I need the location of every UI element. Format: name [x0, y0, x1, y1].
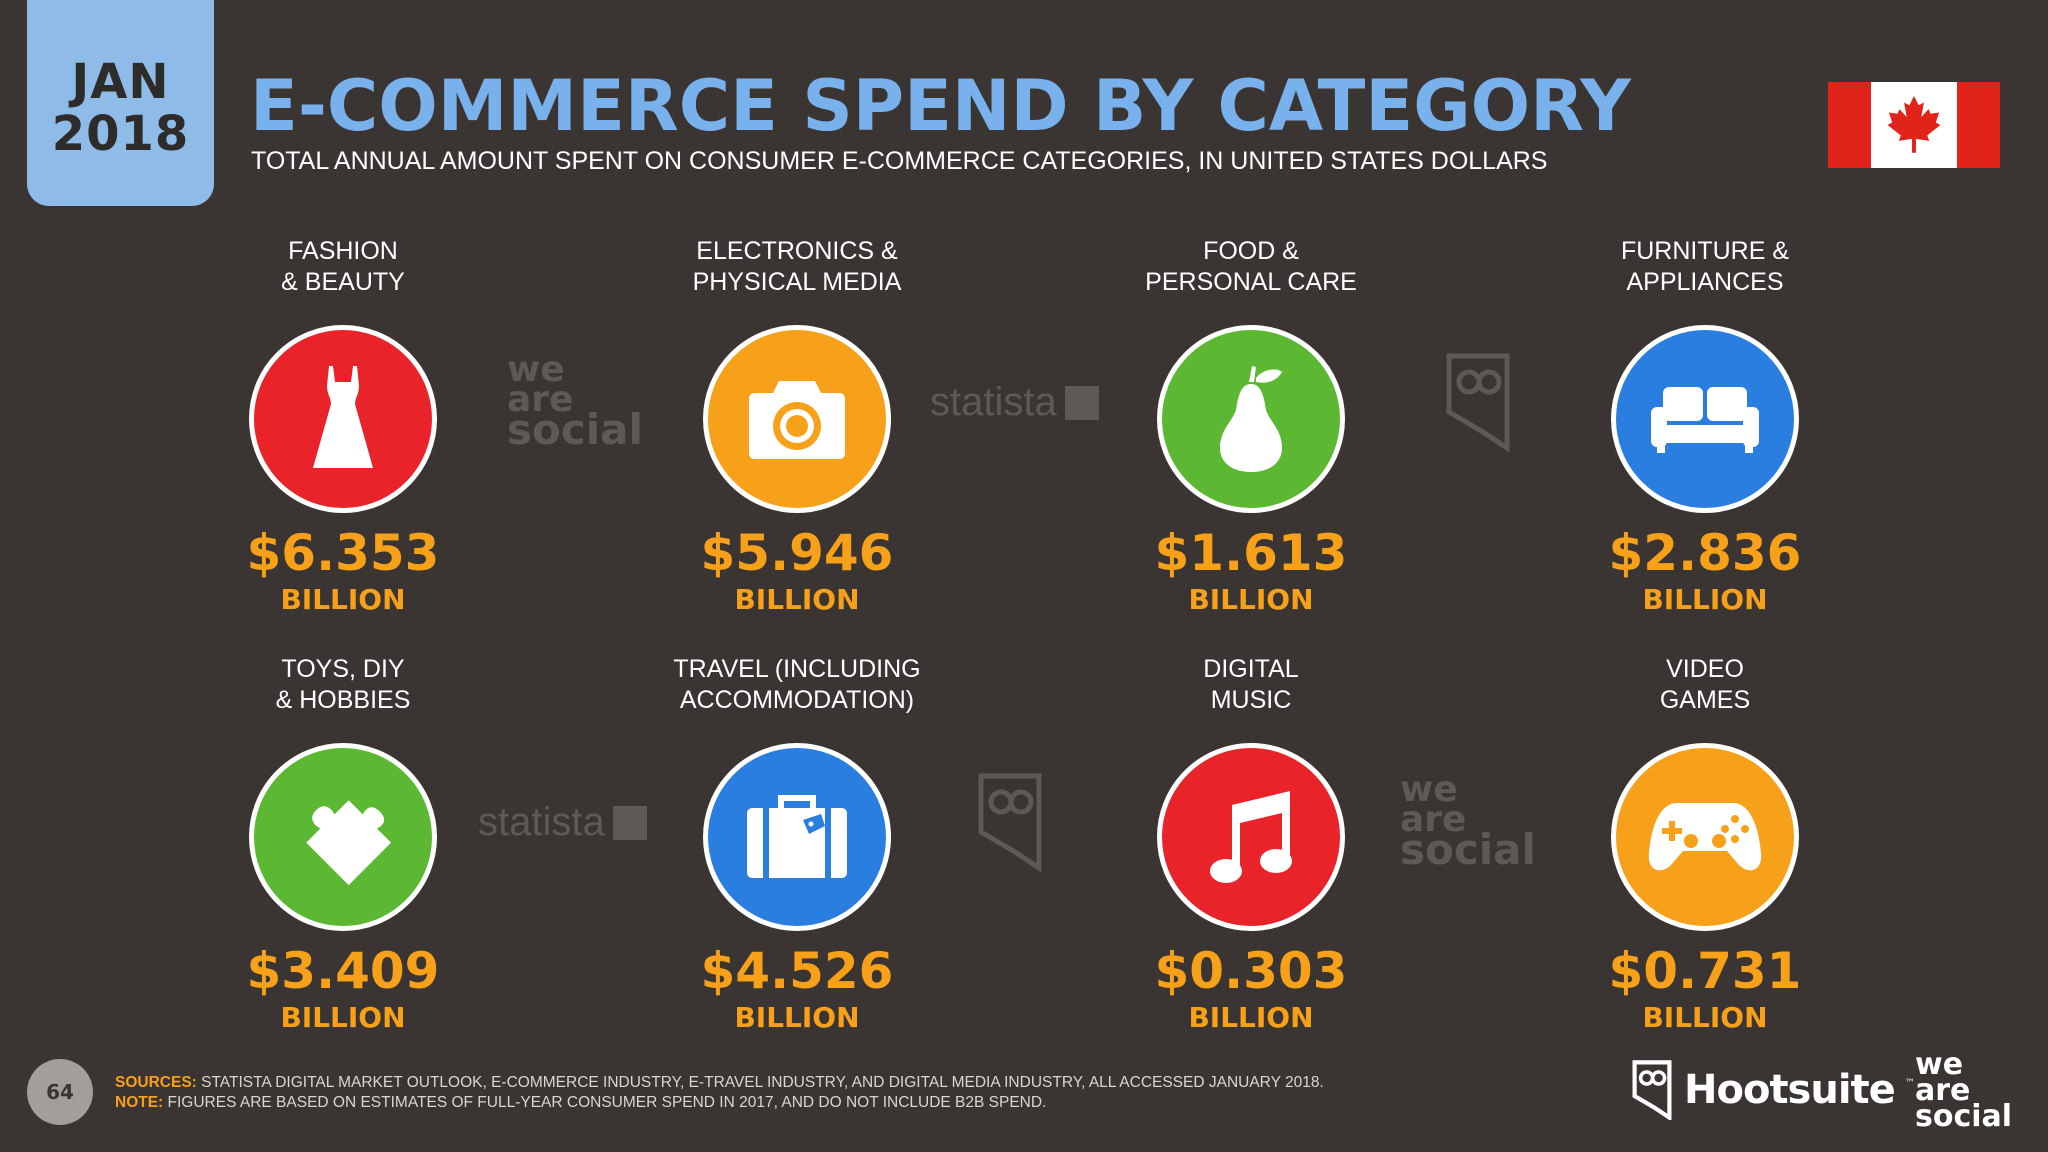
gamepad-icon [1611, 743, 1799, 931]
badge-year: 2018 [51, 106, 190, 162]
category-music: DIGITAL MUSIC $0.303 BILLION [1081, 654, 1421, 1035]
owl-watermark-icon [1443, 352, 1513, 456]
category-toys: TOYS, DIY & HOBBIES $3.409 BILLION [173, 654, 513, 1035]
category-value: $3.409 [246, 942, 440, 1000]
page-subtitle: TOTAL ANNUAL AMOUNT SPENT ON CONSUMER E-… [251, 147, 1548, 175]
sources-note: SOURCES: STATISTA DIGITAL MARKET OUTLOOK… [115, 1074, 1324, 1111]
category-label: PHYSICAL MEDIA [692, 268, 902, 296]
we-are-social-watermark: we are social [507, 349, 643, 454]
category-label: PERSONAL CARE [1145, 268, 1357, 296]
category-unit: BILLION [1642, 583, 1768, 616]
sofa-icon [1611, 325, 1799, 513]
category-label: DIGITAL [1203, 655, 1299, 683]
category-value: $6.353 [246, 524, 440, 582]
category-value: $2.836 [1608, 524, 1802, 582]
category-value: $0.731 [1608, 942, 1802, 1000]
category-label: ELECTRONICS & [696, 237, 898, 265]
category-travel: TRAVEL (INCLUDING ACCOMMODATION) $4.526 … [627, 654, 967, 1035]
dress-icon [249, 325, 437, 513]
category-label: GAMES [1659, 686, 1751, 714]
category-unit: BILLION [280, 1001, 406, 1034]
category-unit: BILLION [280, 583, 406, 616]
category-label: & BEAUTY [281, 268, 405, 296]
badge-month: JAN [71, 54, 170, 110]
category-value: $1.613 [1154, 524, 1348, 582]
hootsuite-logo: Hootsuite ™ [1630, 1060, 1915, 1120]
date-badge: JAN 2018 [27, 0, 214, 206]
page-title: E-COMMERCE SPEND BY CATEGORY [250, 65, 1631, 147]
category-electronics: ELECTRONICS & PHYSICAL MEDIA $5.946 BILL… [627, 236, 967, 617]
music-note-icon [1157, 743, 1345, 931]
category-value: $4.526 [700, 942, 894, 1000]
category-label: VIDEO [1666, 655, 1744, 683]
canada-flag-icon [1828, 82, 2000, 168]
suitcase-icon [703, 743, 891, 931]
category-label: TOYS, DIY [281, 655, 405, 683]
statista-watermark-2: statista [478, 800, 647, 845]
owl-watermark-icon-2 [975, 772, 1045, 876]
page-number: 64 [27, 1059, 93, 1125]
category-unit: BILLION [1188, 583, 1314, 616]
category-label: MUSIC [1210, 686, 1292, 714]
category-label: FASHION [288, 237, 398, 265]
puzzle-icon [249, 743, 437, 931]
category-unit: BILLION [1188, 1001, 1314, 1034]
category-fashion-beauty: FASHION & BEAUTY $6.353 BILLION [173, 236, 513, 617]
statista-watermark: statista [930, 380, 1099, 425]
category-unit: BILLION [734, 1001, 860, 1034]
category-furniture: FURNITURE & APPLIANCES $2.836 BILLION [1535, 236, 1875, 617]
category-unit: BILLION [1642, 1001, 1768, 1034]
category-value: $5.946 [700, 524, 894, 582]
camera-icon [703, 325, 891, 513]
pear-icon [1157, 325, 1345, 513]
category-label: TRAVEL (INCLUDING [673, 655, 921, 683]
category-label: APPLIANCES [1626, 268, 1784, 296]
we-are-social-watermark-2: we are social [1400, 769, 1536, 874]
category-label: FURNITURE & [1620, 237, 1790, 265]
we-are-social-logo: we are social [1915, 1047, 2013, 1134]
category-label: FOOD & [1203, 237, 1299, 265]
category-games: VIDEO GAMES $0.731 BILLION [1535, 654, 1875, 1035]
category-value: $0.303 [1154, 942, 1348, 1000]
category-food: FOOD & PERSONAL CARE $1.613 BILLION [1081, 236, 1421, 617]
category-label: ACCOMMODATION) [679, 686, 915, 714]
category-unit: BILLION [734, 583, 860, 616]
owl-icon [1632, 1060, 1672, 1120]
category-label: & HOBBIES [275, 686, 411, 714]
